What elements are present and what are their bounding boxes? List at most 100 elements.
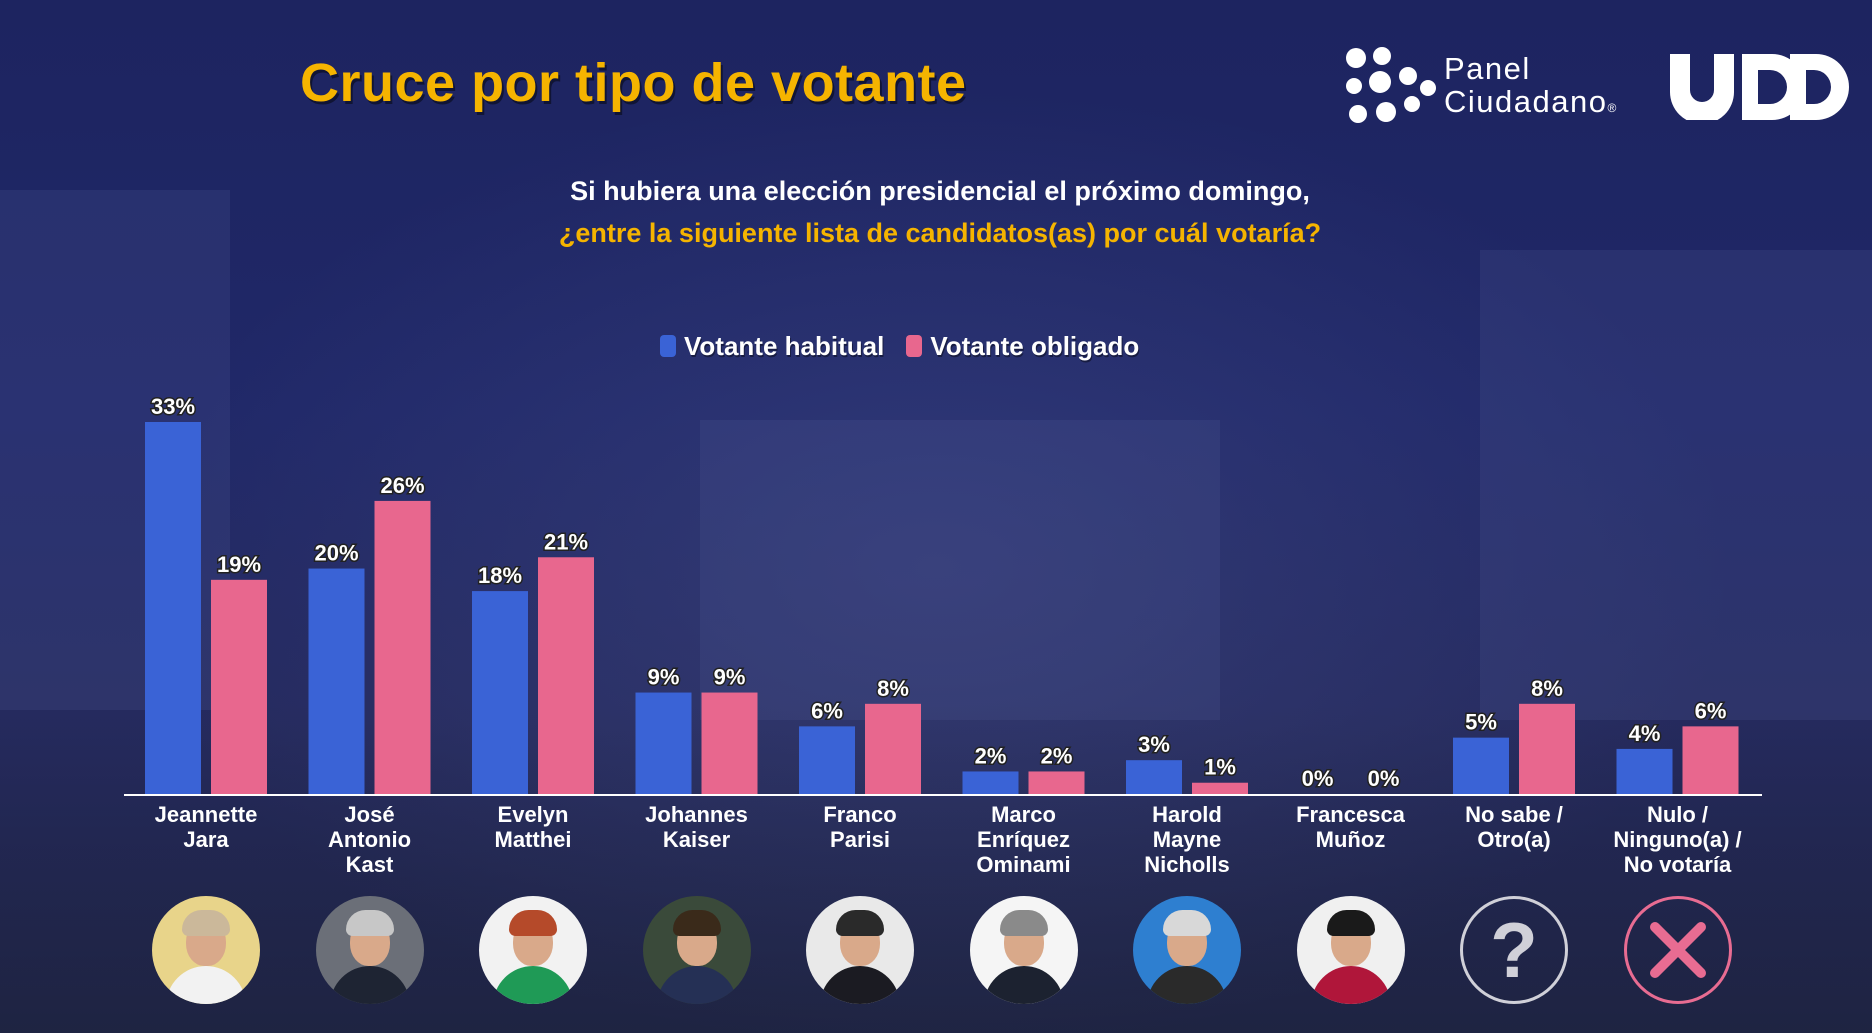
cross-icon — [1623, 896, 1732, 1004]
value-label-obligado-1: 26% — [380, 473, 424, 498]
category-label-line: Johannes — [645, 802, 748, 827]
legend-swatch-habitual — [660, 335, 676, 357]
candidate-photo-icon — [1133, 896, 1241, 1004]
chart-legend: Votante habitual Votante obligado — [660, 330, 1161, 362]
candidate-photo-icon — [479, 896, 587, 1004]
question-line-2: ¿entre la siguiente lista de candidatos(… — [558, 218, 1322, 248]
category-label-4: Franco Parisi — [823, 802, 896, 852]
question-line-1: Si hubiera una elección presidencial el … — [570, 176, 1310, 206]
bar-habitual-3 — [635, 692, 692, 794]
value-label-habitual-1: 20% — [314, 541, 358, 566]
category-label-line: Ninguno(a) / — [1613, 827, 1741, 852]
bar-obligado-2 — [538, 557, 594, 794]
category-label-line: No sabe / — [1465, 802, 1563, 827]
category-label-line: José — [344, 802, 394, 827]
category-label-line: Francesca — [1296, 802, 1406, 827]
value-label-habitual-0: 33% — [151, 394, 195, 419]
value-label-obligado-9: 6% — [1695, 698, 1727, 723]
candidate-photo-icon — [642, 896, 751, 1004]
registered-mark: ® — [1607, 101, 1618, 115]
value-label-obligado-7: 0% — [1368, 766, 1400, 791]
candidate-photo-icon — [806, 896, 914, 1004]
category-label-line: Enríquez — [977, 827, 1070, 852]
value-label-habitual-5: 2% — [975, 743, 1007, 768]
category-label-9: Nulo / Ninguno(a) / No votaría — [1613, 802, 1741, 877]
candidate-photo-icon — [1296, 896, 1405, 1004]
category-label-line: Ominami — [976, 852, 1070, 877]
bar-obligado-0 — [211, 579, 267, 794]
value-label-habitual-2: 18% — [478, 563, 522, 588]
category-label-1: José Antonio Kast — [328, 802, 411, 877]
background-building-center — [700, 420, 1220, 720]
category-label-line: Nicholls — [1144, 852, 1230, 877]
value-label-habitual-4: 6% — [811, 698, 843, 723]
category-label-line: Antonio — [328, 827, 411, 852]
value-label-habitual-8: 5% — [1465, 710, 1497, 735]
bar-habitual-6 — [1126, 760, 1182, 794]
legend-item-obligado: Votante obligado — [906, 331, 1139, 362]
bar-habitual-0 — [145, 422, 201, 794]
page-title: Cruce por tipo de votante — [300, 53, 967, 113]
category-label-line: Otro(a) — [1477, 827, 1550, 852]
category-label-2: Evelyn Matthei — [495, 802, 572, 852]
value-label-obligado-2: 21% — [544, 529, 588, 554]
category-label-line: Matthei — [495, 827, 572, 852]
legend-swatch-obligado — [906, 335, 923, 357]
category-label-line: Mayne — [1153, 827, 1221, 852]
value-label-obligado-6: 1% — [1204, 755, 1236, 780]
ciudadano-text: Ciudadano — [1444, 84, 1608, 119]
bar-habitual-4 — [799, 726, 855, 794]
value-label-obligado-3: 9% — [714, 665, 746, 690]
bar-obligado-3 — [701, 692, 758, 794]
bar-habitual-9 — [1616, 748, 1673, 794]
bar-obligado-5 — [1028, 771, 1085, 794]
background-building-right — [1480, 250, 1872, 720]
bar-habitual-1 — [308, 568, 365, 794]
category-label-line: Evelyn — [498, 802, 569, 827]
value-label-obligado-4: 8% — [877, 676, 909, 701]
category-label-3: Johannes Kaiser — [645, 802, 748, 852]
value-label-obligado-8: 8% — [1531, 676, 1563, 701]
value-label-habitual-3: 9% — [648, 665, 680, 690]
candidate-photo-icon — [152, 896, 260, 1004]
bar-habitual-5 — [962, 771, 1019, 794]
category-label-line: Kast — [346, 852, 394, 877]
panel-ciudadano-dots-icon — [1346, 47, 1436, 123]
panel-word: Panel — [1444, 51, 1531, 86]
bar-obligado-6 — [1192, 782, 1248, 794]
value-label-habitual-9: 4% — [1629, 721, 1661, 746]
ciudadano-word: Ciudadano® — [1444, 85, 1618, 125]
legend-label-habitual: Votante habitual — [684, 330, 885, 361]
value-label-obligado-0: 19% — [217, 552, 261, 577]
category-label-line: Muñoz — [1316, 827, 1386, 852]
category-label-line: Marco — [991, 802, 1056, 827]
bar-obligado-1 — [374, 500, 431, 794]
category-label-6: Harold Mayne Nicholls — [1144, 802, 1230, 877]
legend-label-obligado: Votante obligado — [930, 330, 1140, 361]
bar-obligado-8 — [1519, 703, 1575, 794]
category-label-0: Jeannette Jara — [155, 802, 258, 852]
category-label-line: Jara — [183, 827, 229, 852]
category-label-5: Marco Enríquez Ominami — [976, 802, 1070, 877]
bar-obligado-4 — [865, 703, 921, 794]
legend-item-habitual: Votante habitual — [660, 331, 884, 362]
question-mark-icon: ? — [1460, 896, 1568, 1004]
category-label-line: Jeannette — [155, 802, 258, 827]
category-label-line: Kaiser — [663, 827, 731, 852]
category-label-8: No sabe / Otro(a) — [1465, 802, 1563, 852]
bar-habitual-2 — [472, 591, 528, 794]
candidate-photo-icon — [969, 896, 1078, 1004]
category-label-line: Harold — [1152, 802, 1222, 827]
bar-habitual-8 — [1453, 737, 1509, 794]
category-label-line: No votaría — [1624, 852, 1732, 877]
panel-ciudadano-wordmark: Panel Ciudadano® — [1444, 52, 1618, 125]
category-label-line: Franco — [823, 802, 896, 827]
category-label-line: Nulo / — [1647, 802, 1708, 827]
value-label-habitual-6: 3% — [1138, 732, 1170, 757]
value-label-habitual-7: 0% — [1302, 766, 1334, 791]
candidate-photo-icon — [315, 896, 424, 1004]
category-label-7: Francesca Muñoz — [1296, 802, 1406, 852]
value-label-obligado-5: 2% — [1041, 743, 1073, 768]
